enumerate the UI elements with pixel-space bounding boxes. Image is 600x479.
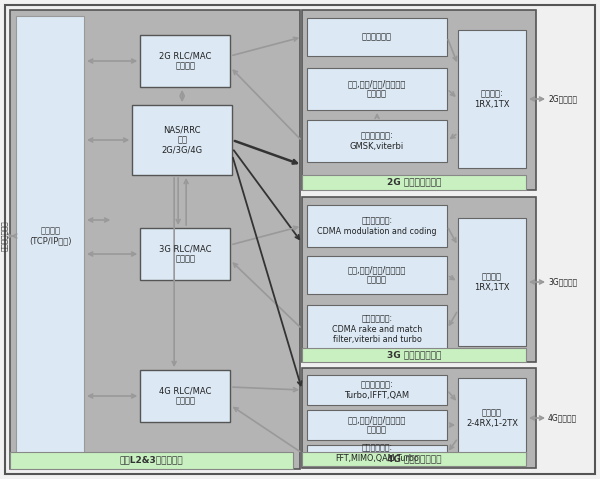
Text: 射频接口
2-4RX,1-2TX: 射频接口 2-4RX,1-2TX xyxy=(466,408,518,428)
Bar xyxy=(302,348,526,362)
Bar xyxy=(302,197,536,362)
Bar xyxy=(307,375,447,405)
Bar xyxy=(458,218,526,346)
Bar xyxy=(10,10,300,469)
Text: 下行链路处理:
CDMA rake and match
filter,viterbi and turbo: 下行链路处理: CDMA rake and match filter,viter… xyxy=(332,314,422,344)
Text: 3G基带数据: 3G基带数据 xyxy=(548,277,577,286)
Bar xyxy=(307,410,447,440)
Text: 高层接口
(TCP/IP接口): 高层接口 (TCP/IP接口) xyxy=(29,226,71,246)
Text: 上行链路处理: 上行链路处理 xyxy=(362,33,392,42)
Text: 射频接口:
1RX,1TX: 射频接口: 1RX,1TX xyxy=(474,89,510,109)
Bar xyxy=(307,305,447,353)
Text: 上行链路处理:
CDMA modulation and coding: 上行链路处理: CDMA modulation and coding xyxy=(317,217,437,236)
Bar xyxy=(302,368,536,468)
Bar xyxy=(307,445,447,462)
Bar xyxy=(140,370,230,422)
Bar xyxy=(302,175,526,190)
Text: 射频接口
1RX,1TX: 射频接口 1RX,1TX xyxy=(474,272,510,292)
Bar xyxy=(140,35,230,87)
Bar xyxy=(458,378,526,458)
Text: 同步,增益/功率/频率控制
时间调整: 同步,增益/功率/频率控制 时间调整 xyxy=(348,415,406,435)
Bar xyxy=(132,105,232,175)
Text: 多模L2&3软硬件系统: 多模L2&3软硬件系统 xyxy=(119,456,183,465)
Text: 同步,增益/功率/频率控制
时间调整: 同步,增益/功率/频率控制 时间调整 xyxy=(348,80,406,99)
Text: NAS/RRC
多模
2G/3G/4G: NAS/RRC 多模 2G/3G/4G xyxy=(161,125,203,155)
Bar xyxy=(140,228,230,280)
Text: 3G RLC/MAC
数据处理: 3G RLC/MAC 数据处理 xyxy=(159,244,211,264)
Bar xyxy=(10,452,293,469)
Bar xyxy=(302,10,536,190)
Text: 下行链路处理:
FFT,MIMO,QAM,Turbo: 下行链路处理: FFT,MIMO,QAM,Turbo xyxy=(335,443,419,463)
Bar xyxy=(307,68,447,110)
Bar xyxy=(458,30,526,168)
Bar xyxy=(307,18,447,56)
Bar xyxy=(16,16,84,456)
Text: 3G 物理层逻辑电路: 3G 物理层逻辑电路 xyxy=(387,351,441,360)
Bar xyxy=(307,120,447,162)
Text: 2G基带数据: 2G基带数据 xyxy=(548,94,577,103)
Text: 4G基带数据: 4G基带数据 xyxy=(548,413,577,422)
Text: 4G RLC/MAC
数据处理: 4G RLC/MAC 数据处理 xyxy=(159,386,211,406)
Bar xyxy=(307,256,447,294)
Text: 2G RLC/MAC
数据处理: 2G RLC/MAC 数据处理 xyxy=(159,51,211,71)
Text: 同步,增益/功率/频率控制
时间调整: 同步,增益/功率/频率控制 时间调整 xyxy=(348,265,406,285)
Text: 4G 物理层逻辑电路: 4G 物理层逻辑电路 xyxy=(387,455,442,464)
Bar xyxy=(302,452,526,466)
Text: 应用数据包接口: 应用数据包接口 xyxy=(1,221,8,251)
Text: 上行链路处理:
Turbo,IFFT,QAM: 上行链路处理: Turbo,IFFT,QAM xyxy=(344,380,410,399)
Text: 下行链路处理:
GMSK,viterbi: 下行链路处理: GMSK,viterbi xyxy=(350,131,404,151)
Text: 2G 物理层逻辑电路: 2G 物理层逻辑电路 xyxy=(387,178,441,186)
Bar xyxy=(307,205,447,247)
